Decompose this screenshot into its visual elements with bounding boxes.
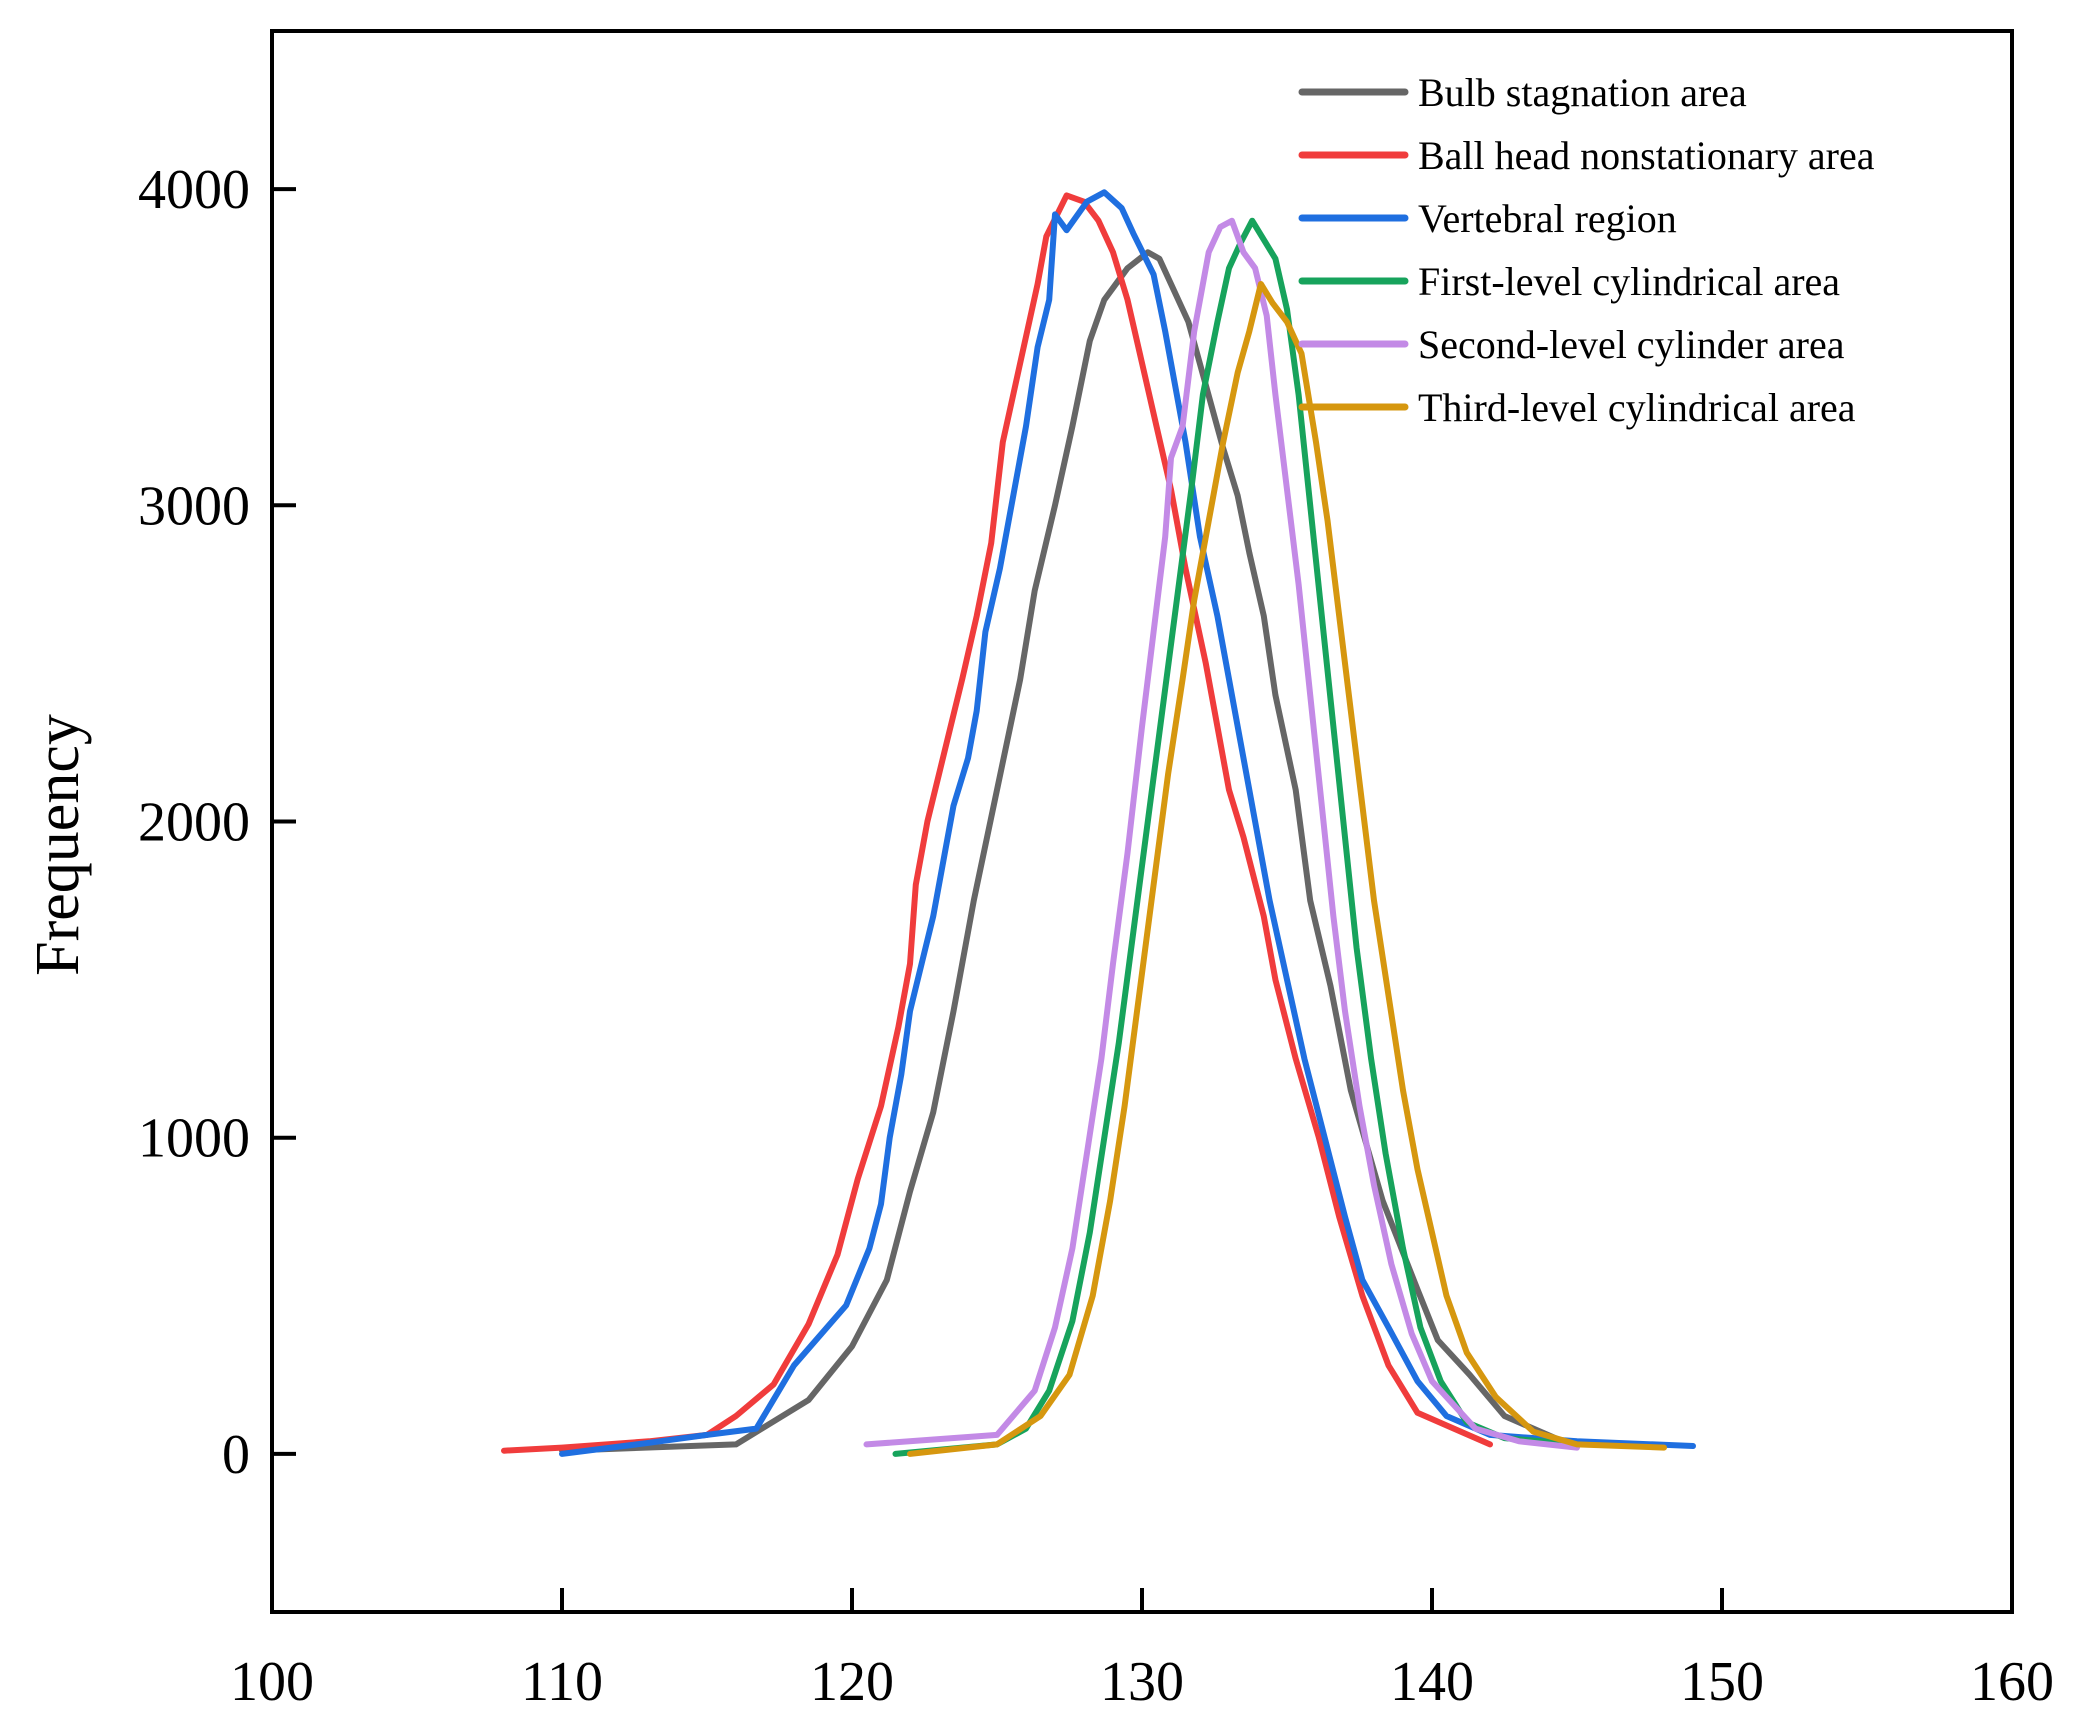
x-tick-label-110: 110 <box>521 1651 603 1713</box>
series-line-third-level-cylindrical-area <box>907 281 1667 1457</box>
x-tick-label-150: 150 <box>1680 1651 1764 1713</box>
x-tick-label-120: 120 <box>810 1651 894 1713</box>
legend-label-first-level-cylindrical-area: First-level cylindrical area <box>1418 259 1840 304</box>
legend-label-bulb-stagnation-area: Bulb stagnation area <box>1418 70 1747 115</box>
y-axis-title: Frequency <box>24 714 92 976</box>
axes-layer: 100 110 120 130 140 150 160 0 1000 2000 3000 4000 <box>138 29 2054 1713</box>
series-layer <box>501 189 1696 1457</box>
x-tick-label-130: 130 <box>1100 1651 1184 1713</box>
legend-label-second-level-cylinder-area: Second-level cylinder area <box>1418 322 1845 367</box>
legend-label-third-level-cylindrical-area: Third-level cylindrical area <box>1418 385 1856 430</box>
series-line-first-level-cylindrical-area <box>892 217 1580 1457</box>
y-tick-label-4000: 4000 <box>138 159 250 221</box>
y-tick-label-2000: 2000 <box>138 792 250 854</box>
legend-label-ball-head-nonstationary-area: Ball head nonstationary area <box>1418 133 1875 178</box>
y-tick-label-3000: 3000 <box>138 475 250 537</box>
y-tick-label-0: 0 <box>222 1424 250 1486</box>
series-line-bulb-stagnation-area <box>559 249 1566 1454</box>
series-line-vertebral-region <box>559 189 1696 1457</box>
x-tick-label-100: 100 <box>230 1651 314 1713</box>
y-tick-label-1000: 1000 <box>138 1108 250 1170</box>
series-line-second-level-cylinder-area <box>863 217 1580 1451</box>
x-tick-label-160: 160 <box>1970 1651 2054 1713</box>
legend: Bulb stagnation area Ball head nonstation… <box>1298 70 1875 430</box>
x-tick-label-140: 140 <box>1390 1651 1474 1713</box>
legend-label-vertebral-region: Vertebral region <box>1418 196 1677 241</box>
